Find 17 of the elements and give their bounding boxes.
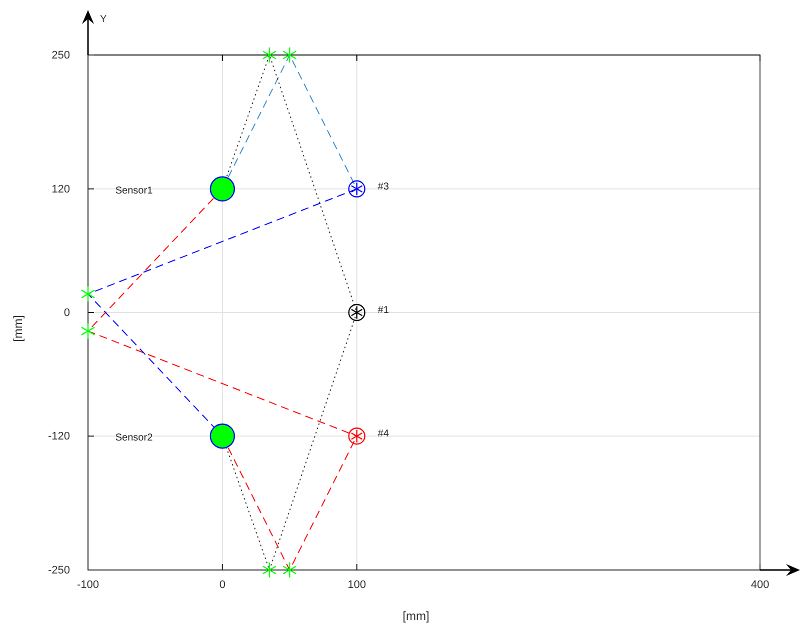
y-axis-title: [mm] <box>11 315 25 342</box>
annotation: #1 <box>378 305 390 316</box>
text: Y <box>100 14 107 25</box>
y-tick-label: 120 <box>52 183 70 196</box>
x-tick-label: 400 <box>750 578 770 591</box>
x-tick-label: 0 <box>219 578 226 591</box>
annotation: #3 <box>378 182 390 193</box>
y-tick-label: -120 <box>48 430 70 443</box>
x-tick-label: 100 <box>348 578 366 591</box>
x-axis-title: [mm] <box>402 609 430 623</box>
y-tick-label: -250 <box>48 564 70 577</box>
annotation: Sensor2 <box>115 432 154 444</box>
annotation: Sensor1 <box>115 186 154 197</box>
y-tick-label: 250 <box>52 50 70 62</box>
x-tick-label: -100 <box>76 578 100 591</box>
annotation: #4 <box>378 428 390 440</box>
y-tick-label: 0 <box>64 307 70 320</box>
